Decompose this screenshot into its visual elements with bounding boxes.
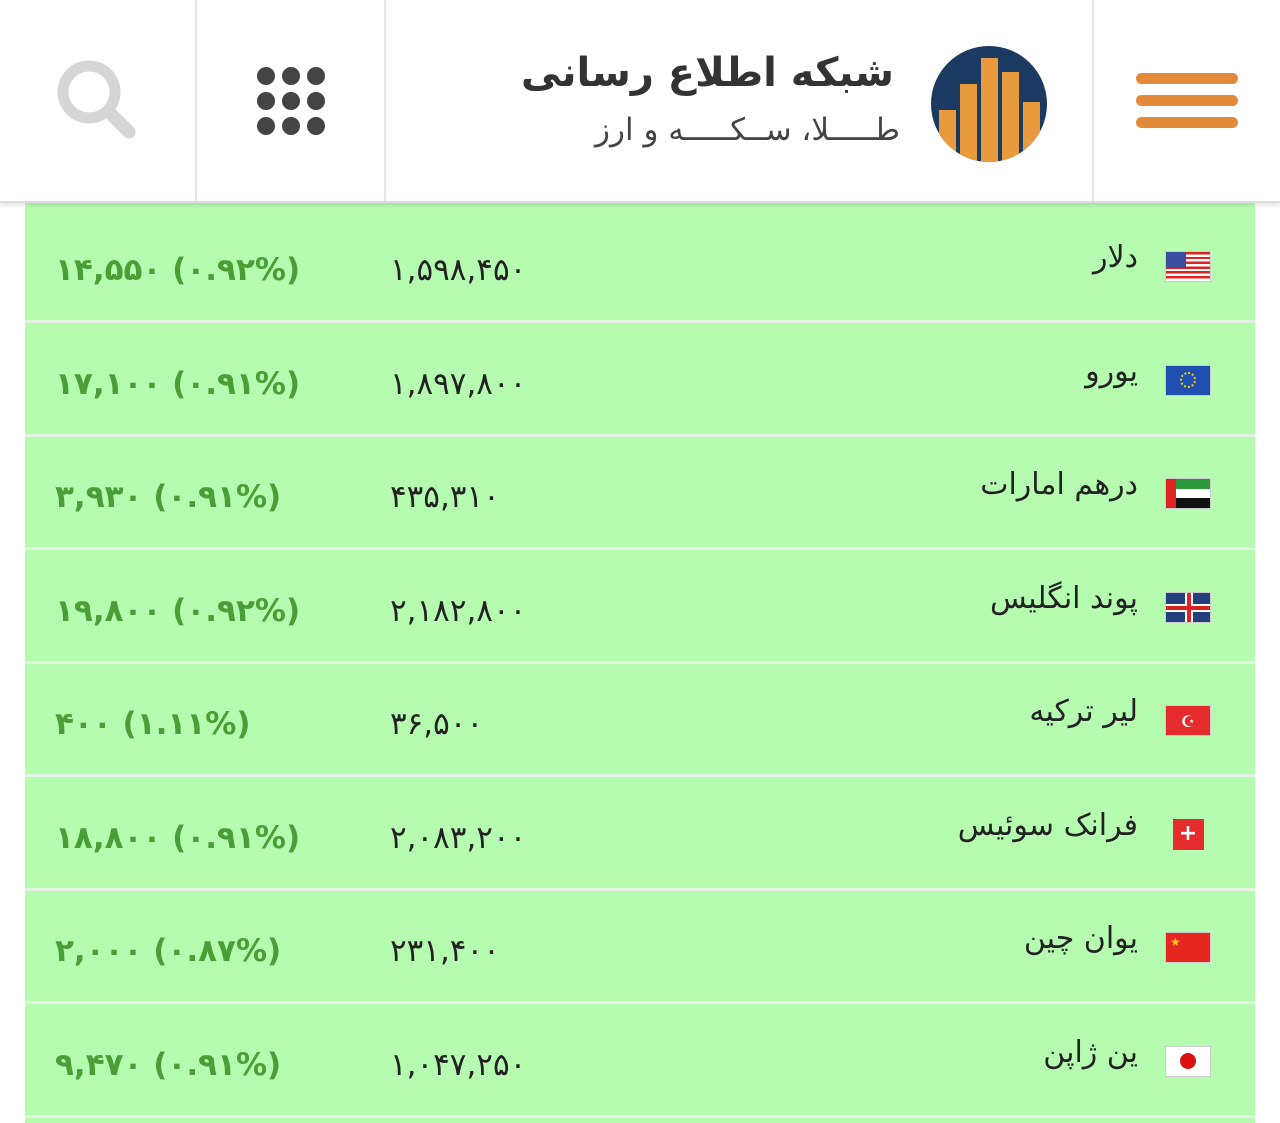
currency-price: ۱,۵۹۸,۴۵۰: [390, 252, 527, 288]
currency-change: ۱۹,۸۰۰ (۰.۹۲%): [55, 592, 301, 629]
currency-price: ۱,۰۴۷,۲۵۰: [390, 1046, 527, 1083]
currency-name: دلار: [1093, 240, 1138, 275]
header: شبکه اطلاع رسانی طـــــلا، ســکـــــه و …: [0, 0, 1280, 203]
menu-button[interactable]: [1094, 0, 1280, 201]
currency-name: فرانک سوئیس: [957, 807, 1138, 843]
currency-name: درهم امارات: [980, 467, 1138, 502]
flag-tr-icon: ☪: [1165, 705, 1211, 736]
currency-change: ۱۷,۱۰۰ (۰.۹۱%): [55, 365, 301, 402]
currency-row[interactable]: + فرانک سوئیس ۲,۰۸۳,۲۰۰ ۱۸,۸۰۰ (۰.۹۱%): [25, 778, 1255, 891]
currency-table: دلار ۱,۵۹۸,۴۵۰ ۱۴,۵۵۰ (۰.۹۲%) یورو ۱,۸۹۷…: [25, 203, 1255, 1123]
currency-row[interactable]: ین ژاپن ۱,۰۴۷,۲۵۰ ۹,۴۷۰ (۰.۹۱%): [25, 1005, 1255, 1118]
hamburger-icon: [1136, 62, 1238, 139]
apps-button[interactable]: [197, 0, 384, 201]
flag-gb-icon: [1165, 591, 1211, 623]
currency-name: یوان چین: [1023, 921, 1138, 956]
flag-us-icon: [1165, 251, 1211, 282]
flag-ae-icon: [1165, 478, 1211, 509]
currency-price: ۲,۱۸۲,۸۰۰: [390, 592, 527, 629]
currency-change: ۴۰۰ (۱.۱۱%): [55, 706, 251, 742]
currency-price: ۳۶,۵۰۰: [390, 706, 484, 742]
currency-name: لیر ترکیه: [1029, 694, 1138, 729]
currency-change: ۹,۴۷۰ (۰.۹۱%): [55, 1046, 282, 1083]
flag-eu-icon: [1165, 364, 1211, 396]
flag-cn-icon: ★: [1165, 932, 1211, 963]
brand-title: شبکه اطلاع رسانی: [521, 50, 894, 96]
flag-jp-icon: [1165, 1045, 1211, 1077]
search-button[interactable]: [0, 0, 195, 201]
currency-row[interactable]: ★ یوان چین ۲۳۱,۴۰۰ ۲,۰۰۰ (۰.۸۷%): [25, 891, 1255, 1004]
site-logo[interactable]: [931, 46, 1047, 162]
currency-row[interactable]: درهم امارات ۴۳۵,۳۱۰ ۳,۹۳۰ (۰.۹۱%): [25, 437, 1255, 550]
grid-dots-icon: [256, 66, 325, 135]
currency-row[interactable]: دلار ۱,۵۹۸,۴۵۰ ۱۴,۵۵۰ (۰.۹۲%): [25, 210, 1255, 323]
currency-row[interactable]: ☪ لیر ترکیه ۳۶,۵۰۰ ۴۰۰ (۱.۱۱%): [25, 664, 1255, 777]
currency-change: ۱۴,۵۵۰ (۰.۹۲%): [55, 252, 301, 288]
currency-price: ۲۳۱,۴۰۰: [390, 933, 500, 969]
currency-name: پوند انگلیس: [990, 580, 1138, 616]
flag-ch-icon: +: [1165, 818, 1211, 850]
brand-subtitle: طـــــلا، ســکـــــه و ارز: [595, 112, 900, 148]
currency-change: ۱۸,۸۰۰ (۰.۹۱%): [55, 819, 301, 856]
currency-price: ۱,۸۹۷,۸۰۰: [390, 365, 527, 402]
currency-row[interactable]: پوند انگلیس ۲,۱۸۲,۸۰۰ ۱۹,۸۰۰ (۰.۹۲%): [25, 551, 1255, 664]
currency-name: یورو: [1085, 353, 1138, 389]
currency-price: ۲,۰۸۳,۲۰۰: [390, 819, 527, 856]
currency-price: ۴۳۵,۳۱۰: [390, 479, 500, 515]
search-icon: [57, 60, 135, 138]
currency-name: ین ژاپن: [1043, 1034, 1138, 1070]
currency-row[interactable]: یورو ۱,۸۹۷,۸۰۰ ۱۷,۱۰۰ (۰.۹۱%): [25, 324, 1255, 437]
currency-change: ۲,۰۰۰ (۰.۸۷%): [55, 933, 282, 969]
currency-change: ۳,۹۳۰ (۰.۹۱%): [55, 479, 282, 515]
page-margin: [1255, 203, 1280, 1123]
